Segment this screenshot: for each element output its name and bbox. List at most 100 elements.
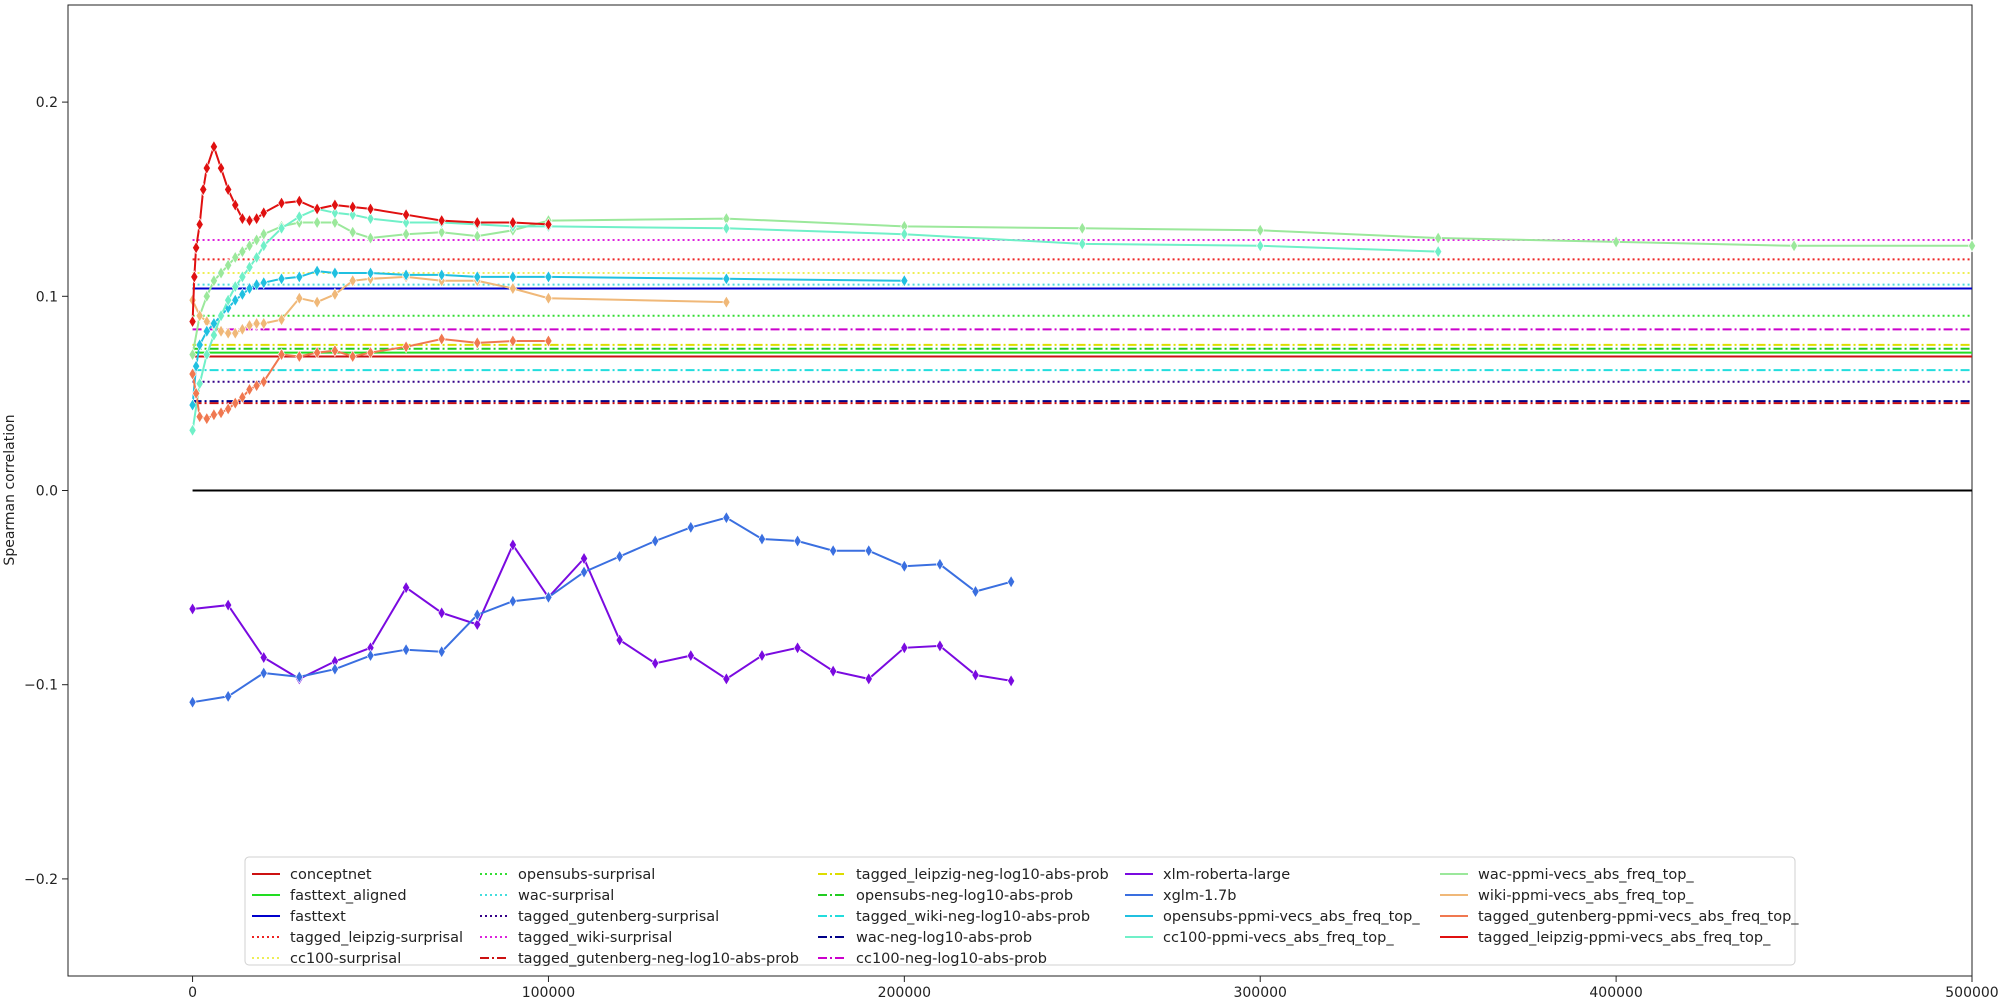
data-point (544, 217, 553, 232)
data-point (1968, 239, 1976, 253)
data-point (437, 645, 446, 659)
data-point (900, 274, 909, 288)
data-point (259, 316, 268, 331)
legend-label: tagged_wiki-neg-log10-abs-prob (856, 909, 1090, 925)
data-point (313, 346, 322, 360)
series-line-xglm-1-7b (192, 516, 1012, 704)
data-point (188, 314, 197, 329)
data-point (651, 656, 660, 670)
legend-box (244, 856, 1796, 966)
data-point (508, 281, 517, 296)
data-point (188, 347, 197, 362)
legend-label: wac-ppmi-vecs_abs_freq_top_ (1478, 867, 1694, 883)
baseline-lines (192, 238, 1972, 492)
data-point (252, 316, 261, 331)
data-point (224, 598, 233, 612)
data-point (615, 633, 624, 647)
data-point (330, 198, 339, 212)
data-point (295, 270, 304, 284)
data-point (330, 662, 339, 676)
data-point (252, 250, 261, 265)
data-point (238, 212, 247, 226)
legend-label: tagged_wiki-surprisal (518, 930, 672, 946)
legend-label: opensubs-ppmi-vecs_abs_freq_top_ (1163, 909, 1420, 925)
data-point (259, 206, 268, 220)
data-point (188, 695, 197, 709)
data-point (971, 668, 980, 682)
data-point (202, 412, 211, 426)
data-point (1434, 245, 1443, 259)
data-point (722, 272, 731, 286)
data-point (245, 213, 254, 228)
data-point (209, 140, 218, 154)
data-point (829, 544, 838, 558)
data-point (437, 268, 446, 282)
legend-label: tagged_leipzig-neg-log10-abs-prob (856, 867, 1109, 883)
data-point (217, 161, 225, 175)
data-point (190, 270, 199, 284)
data-point (195, 338, 204, 352)
data-point (402, 227, 411, 241)
legend-label: tagged_leipzig-surprisal (290, 930, 463, 946)
data-point (330, 215, 339, 230)
data-point (238, 322, 247, 336)
x-tick-label: 100000 (522, 985, 575, 1000)
data-point (231, 280, 240, 294)
series-xglm-1-7b (188, 511, 1016, 709)
data-point (402, 340, 411, 354)
data-point (224, 293, 233, 307)
data-point (231, 293, 240, 307)
data-point (348, 200, 357, 214)
data-point (348, 225, 357, 239)
data-point (402, 581, 411, 595)
data-point (1434, 231, 1443, 245)
data-point (224, 689, 233, 703)
data-point (238, 390, 247, 404)
data-point (864, 672, 873, 686)
data-point (651, 534, 660, 548)
series-lines (188, 140, 1976, 709)
data-point (544, 291, 553, 305)
data-point (1790, 239, 1799, 253)
data-point (366, 266, 375, 280)
data-point (195, 217, 204, 232)
data-point (473, 608, 482, 622)
data-point (722, 295, 731, 309)
series-tagged-leipzig-ppmi-vecs-abs-freq-top (188, 140, 553, 329)
data-point (508, 215, 517, 230)
data-point (295, 670, 304, 684)
data-point (245, 239, 254, 253)
data-point (195, 377, 204, 391)
data-point (437, 213, 446, 228)
data-point (402, 268, 411, 282)
data-point (544, 590, 553, 604)
data-point (259, 650, 268, 665)
data-point (313, 215, 322, 230)
data-point (793, 641, 802, 655)
data-point (295, 210, 304, 224)
legend-label: cc100-ppmi-vecs_abs_freq_top_ (1163, 930, 1394, 946)
data-point (722, 672, 731, 686)
data-point (580, 551, 588, 566)
legend-label: wac-neg-log10-abs-prob (856, 930, 1032, 946)
data-point (195, 309, 204, 323)
data-point (330, 287, 339, 301)
data-point (758, 648, 766, 663)
data-point (192, 241, 201, 255)
x-tick-label: 200000 (878, 985, 931, 1000)
y-tick-label: 0.1 (36, 289, 58, 305)
legend-label: cc100-neg-log10-abs-prob (856, 951, 1047, 967)
data-point (231, 250, 240, 265)
data-point (473, 270, 482, 284)
data-point (829, 664, 838, 678)
data-point (473, 215, 482, 230)
y-tick-label: −0.1 (24, 678, 58, 694)
data-point (1078, 221, 1087, 235)
data-point (209, 328, 218, 342)
data-point (473, 336, 482, 350)
data-point (402, 215, 411, 230)
data-point (245, 281, 254, 296)
data-point (188, 423, 197, 437)
legend-label: wiki-ppmi-vecs_abs_freq_top_ (1478, 888, 1694, 904)
